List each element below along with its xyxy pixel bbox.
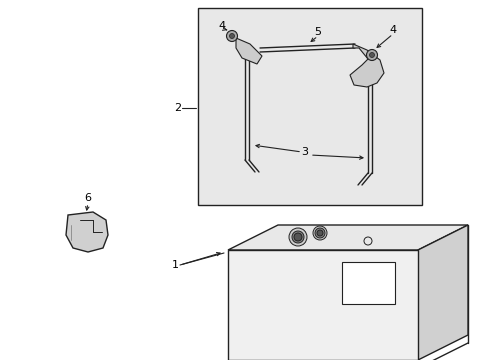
Text: 2: 2 xyxy=(174,103,181,113)
Text: 4: 4 xyxy=(388,25,396,35)
Circle shape xyxy=(291,231,304,243)
Text: 4: 4 xyxy=(218,21,225,31)
Circle shape xyxy=(312,226,326,240)
Polygon shape xyxy=(227,225,467,250)
Circle shape xyxy=(229,33,234,39)
Polygon shape xyxy=(349,44,383,87)
Circle shape xyxy=(369,53,374,58)
Bar xyxy=(341,262,394,304)
Circle shape xyxy=(316,230,323,236)
Text: 5: 5 xyxy=(314,27,321,37)
Circle shape xyxy=(314,228,325,238)
Circle shape xyxy=(366,49,377,60)
Text: 6: 6 xyxy=(84,193,91,203)
Polygon shape xyxy=(227,250,417,360)
Text: 1: 1 xyxy=(171,260,178,270)
Circle shape xyxy=(293,233,302,241)
Polygon shape xyxy=(417,225,467,360)
Circle shape xyxy=(288,228,306,246)
Polygon shape xyxy=(66,212,108,252)
Circle shape xyxy=(226,31,237,41)
Bar xyxy=(198,8,421,205)
Text: 3: 3 xyxy=(301,147,308,157)
Polygon shape xyxy=(236,38,262,64)
